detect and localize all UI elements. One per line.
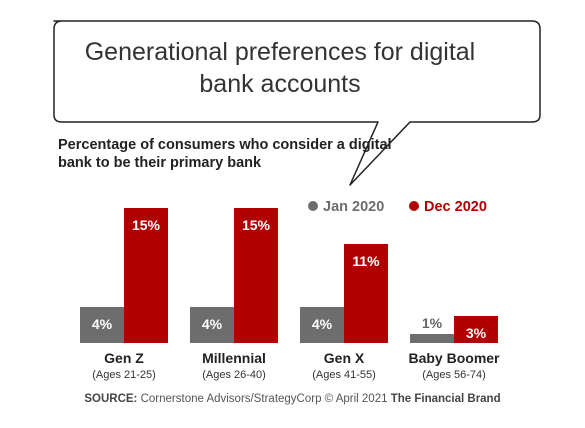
category-sublabel-millennial: (Ages 26-40) bbox=[202, 369, 266, 381]
bar-gen-x-jan-2020 bbox=[300, 307, 344, 343]
legend-swatch-dec-2020 bbox=[409, 201, 419, 212]
legend-item-jan-2020: Jan 2020 bbox=[308, 197, 384, 217]
data-label-millennial-grey: 4% bbox=[202, 316, 223, 332]
bar-millennial-jan-2020 bbox=[190, 307, 234, 343]
category-sublabel-baby-boomer: (Ages 56-74) bbox=[422, 369, 486, 381]
data-label-baby-boomer-grey: 1% bbox=[422, 315, 443, 331]
data-label-millennial-red: 15% bbox=[242, 217, 271, 233]
category-label-gen-x: Gen X bbox=[324, 350, 365, 366]
source-text: Cornerstone Advisors/StrategyCorp © Apri… bbox=[140, 393, 388, 405]
source-note: SOURCE: Cornerstone Advisors/StrategyCor… bbox=[0, 393, 585, 405]
legend-swatch-jan-2020 bbox=[308, 201, 318, 212]
legend-label-dec-2020: Dec 2020 bbox=[424, 199, 487, 215]
category-sublabel-gen-z: (Ages 21-25) bbox=[92, 369, 156, 381]
data-label-gen-x-grey: 4% bbox=[312, 316, 333, 332]
category-label-baby-boomer: Baby Boomer bbox=[408, 350, 500, 366]
source-label: SOURCE: bbox=[84, 393, 138, 405]
chart-title: Generational preferences for digital ban… bbox=[84, 38, 476, 98]
bars-layer: 4% 15% Gen Z (Ages 21-25) 4% 15% Millennial (Ag… bbox=[80, 208, 500, 381]
data-label-gen-z-red: 15% bbox=[132, 217, 161, 233]
bar-baby-boomer-dec-2020 bbox=[454, 316, 498, 343]
bar-gen-z-jan-2020 bbox=[80, 307, 124, 343]
source-brand: The Financial Brand bbox=[390, 393, 501, 405]
category-label-millennial: Millennial bbox=[202, 350, 266, 366]
legend-item-dec-2020: Dec 2020 bbox=[409, 197, 487, 217]
legend-label-jan-2020: Jan 2020 bbox=[323, 199, 385, 215]
category-label-gen-z: Gen Z bbox=[104, 350, 144, 366]
data-label-baby-boomer-red: 3% bbox=[466, 325, 487, 341]
bar-baby-boomer-jan-2020 bbox=[410, 334, 454, 343]
bar-millennial-dec-2020 bbox=[234, 208, 278, 343]
category-sublabel-gen-x: (Ages 41-55) bbox=[312, 369, 376, 381]
data-label-gen-x-red: 11% bbox=[352, 253, 380, 269]
bar-gen-z-dec-2020 bbox=[124, 208, 168, 343]
bar-gen-x-dec-2020 bbox=[344, 244, 388, 343]
speech-bubble bbox=[53, 20, 541, 186]
data-label-gen-z-grey: 4% bbox=[92, 316, 113, 332]
chart-subtitle: Percentage of consumers who consider a d… bbox=[58, 137, 392, 171]
